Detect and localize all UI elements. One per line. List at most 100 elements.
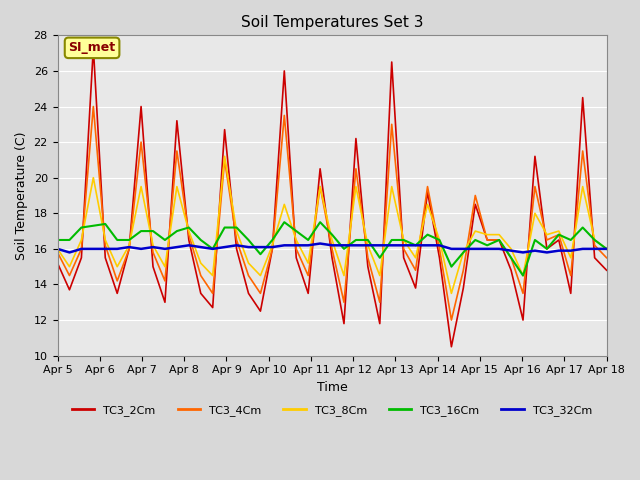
Text: SI_met: SI_met [68,41,116,54]
TC3_2Cm [340,321,348,326]
TC3_4Cm [364,255,372,261]
TC3_32Cm [508,248,515,253]
TC3_8Cm [173,184,180,190]
TC3_8Cm [66,264,74,270]
TC3_8Cm [412,255,419,261]
TC3_16Cm [460,250,467,255]
TC3_32Cm [125,244,133,250]
Y-axis label: Soil Temperature (C): Soil Temperature (C) [15,131,28,260]
TC3_2Cm [412,285,419,291]
TC3_8Cm [364,242,372,248]
TC3_8Cm [101,237,109,243]
TC3_8Cm [161,264,169,270]
TC3_2Cm [90,45,97,51]
TC3_32Cm [567,248,575,253]
Line: TC3_16Cm: TC3_16Cm [58,222,607,276]
TC3_32Cm [591,246,598,252]
TC3_32Cm [209,246,216,252]
TC3_16Cm [316,219,324,225]
TC3_2Cm [137,104,145,109]
TC3_2Cm [543,246,551,252]
TC3_2Cm [495,237,503,243]
TC3_8Cm [90,175,97,180]
TC3_32Cm [90,246,97,252]
TC3_16Cm [364,237,372,243]
TC3_32Cm [519,250,527,255]
TC3_8Cm [579,184,586,190]
TC3_2Cm [400,255,408,261]
TC3_16Cm [305,237,312,243]
TC3_32Cm [328,242,336,248]
TC3_16Cm [603,246,611,252]
TC3_32Cm [555,248,563,253]
TC3_2Cm [280,68,288,74]
TC3_32Cm [66,250,74,255]
TC3_4Cm [460,267,467,273]
TC3_2Cm [364,264,372,270]
TC3_8Cm [388,184,396,190]
TC3_16Cm [113,237,121,243]
TC3_16Cm [567,237,575,243]
TC3_16Cm [340,246,348,252]
TC3_2Cm [460,285,467,291]
TC3_4Cm [66,273,74,278]
TC3_8Cm [233,228,241,234]
TC3_32Cm [221,244,228,250]
TC3_16Cm [543,246,551,252]
TC3_4Cm [269,246,276,252]
TC3_32Cm [280,242,288,248]
TC3_8Cm [567,255,575,261]
TC3_32Cm [400,242,408,248]
TC3_2Cm [185,237,193,243]
TC3_4Cm [543,237,551,243]
TC3_2Cm [388,59,396,65]
TC3_2Cm [149,264,157,270]
TC3_32Cm [257,244,264,250]
TC3_8Cm [221,154,228,159]
TC3_16Cm [54,237,61,243]
TC3_2Cm [531,154,539,159]
TC3_16Cm [269,237,276,243]
TC3_16Cm [137,228,145,234]
TC3_8Cm [185,228,193,234]
TC3_32Cm [531,248,539,253]
TC3_32Cm [579,246,586,252]
TC3_4Cm [101,242,109,248]
TC3_32Cm [388,242,396,248]
TC3_4Cm [125,246,133,252]
TC3_8Cm [472,228,479,234]
TC3_16Cm [197,237,205,243]
TC3_16Cm [447,264,455,270]
TC3_2Cm [197,290,205,296]
TC3_2Cm [173,118,180,124]
TC3_16Cm [161,237,169,243]
TC3_4Cm [400,246,408,252]
TC3_16Cm [244,237,252,243]
TC3_4Cm [292,246,300,252]
TC3_4Cm [555,232,563,238]
TC3_4Cm [519,290,527,296]
TC3_16Cm [328,232,336,238]
TC3_2Cm [269,246,276,252]
TC3_4Cm [388,121,396,127]
TC3_16Cm [209,246,216,252]
TC3_2Cm [66,287,74,293]
TC3_8Cm [197,260,205,266]
TC3_2Cm [603,267,611,273]
TC3_8Cm [400,237,408,243]
TC3_8Cm [460,250,467,255]
TC3_8Cm [328,237,336,243]
Legend: TC3_2Cm, TC3_4Cm, TC3_8Cm, TC3_16Cm, TC3_32Cm: TC3_2Cm, TC3_4Cm, TC3_8Cm, TC3_16Cm, TC3… [68,401,596,420]
TC3_4Cm [352,166,360,172]
TC3_4Cm [305,273,312,278]
TC3_8Cm [483,232,491,238]
TC3_16Cm [221,225,228,230]
TC3_8Cm [352,184,360,190]
TC3_16Cm [388,237,396,243]
TC3_8Cm [257,273,264,278]
TC3_8Cm [244,260,252,266]
TC3_4Cm [508,255,515,261]
TC3_16Cm [280,219,288,225]
TC3_16Cm [424,232,431,238]
Title: Soil Temperatures Set 3: Soil Temperatures Set 3 [241,15,423,30]
